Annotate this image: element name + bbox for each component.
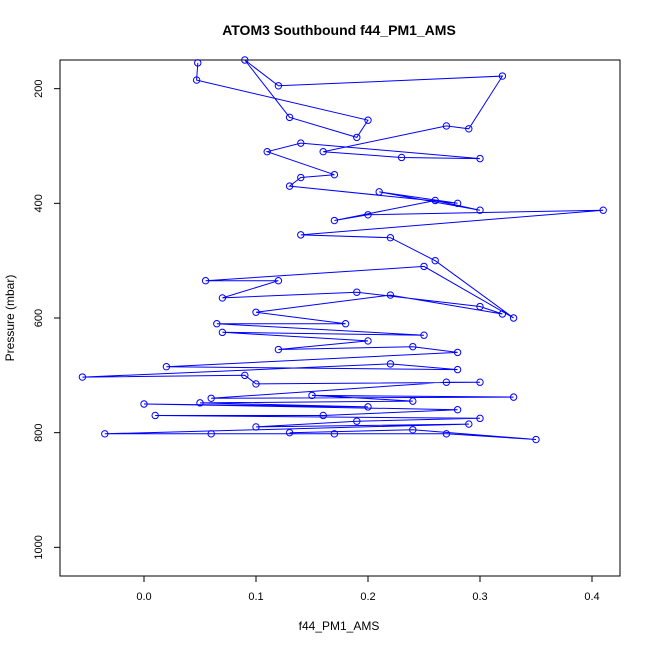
data-point bbox=[308, 391, 316, 400]
data-point bbox=[420, 262, 428, 271]
data-point bbox=[162, 363, 171, 371]
x-tick-label: 0.1 bbox=[248, 591, 263, 603]
data-point bbox=[409, 426, 417, 434]
data-point bbox=[364, 116, 372, 124]
data-point bbox=[78, 373, 87, 381]
data-point bbox=[453, 348, 462, 357]
data-point bbox=[241, 56, 249, 64]
data-point bbox=[431, 256, 439, 265]
data-point bbox=[476, 154, 484, 163]
data-point bbox=[465, 125, 473, 133]
data-point bbox=[252, 380, 260, 388]
x-tick-label: 0.3 bbox=[472, 591, 487, 603]
x-axis-label: f44_PM1_AMS bbox=[299, 619, 380, 633]
data-point bbox=[263, 148, 271, 156]
data-point bbox=[297, 173, 305, 182]
data-point bbox=[241, 371, 249, 380]
x-tick-label: 0.0 bbox=[136, 591, 151, 603]
data-point bbox=[465, 420, 473, 428]
data-point bbox=[386, 234, 395, 242]
data-point bbox=[442, 122, 451, 130]
y-tick-label: 400 bbox=[33, 194, 45, 212]
data-point bbox=[364, 403, 372, 411]
data-point bbox=[453, 365, 462, 374]
series-layer bbox=[78, 56, 607, 444]
data-point bbox=[151, 411, 159, 420]
data-point bbox=[274, 277, 283, 285]
data-point bbox=[442, 430, 451, 438]
data-point bbox=[409, 397, 417, 405]
y-axis-label: Pressure (mbar) bbox=[3, 275, 17, 362]
data-point bbox=[319, 411, 327, 420]
data-point bbox=[213, 320, 221, 328]
data-point bbox=[397, 153, 406, 162]
data-point bbox=[140, 400, 148, 408]
data-point bbox=[420, 331, 428, 339]
data-point bbox=[476, 206, 484, 214]
data-point bbox=[218, 294, 227, 302]
data-point bbox=[330, 216, 339, 225]
data-point bbox=[532, 435, 540, 444]
data-point bbox=[196, 399, 204, 407]
chart-title: ATOM3 Southbound f44_PM1_AMS bbox=[222, 22, 456, 38]
data-point bbox=[274, 82, 283, 90]
data-point bbox=[509, 393, 518, 401]
data-point bbox=[476, 378, 484, 386]
data-point bbox=[409, 342, 417, 351]
data-point bbox=[285, 113, 294, 122]
data-point bbox=[442, 378, 451, 386]
data-point bbox=[364, 337, 372, 345]
x-tick-label: 0.2 bbox=[360, 591, 375, 603]
data-point bbox=[476, 302, 484, 311]
y-tick-label: 200 bbox=[33, 79, 45, 97]
data-point bbox=[476, 414, 484, 423]
y-tick-label: 1000 bbox=[33, 535, 45, 559]
data-point bbox=[297, 231, 305, 239]
data-point bbox=[285, 182, 294, 190]
plot-frame bbox=[59, 59, 621, 577]
data-point bbox=[386, 291, 395, 299]
data-point bbox=[386, 360, 395, 368]
data-point bbox=[453, 406, 462, 414]
y-tick-label: 800 bbox=[33, 423, 45, 441]
data-point bbox=[353, 417, 361, 425]
data-point bbox=[252, 423, 260, 431]
data-point bbox=[207, 394, 215, 402]
data-point bbox=[207, 430, 215, 438]
data-point bbox=[599, 206, 607, 214]
data-point bbox=[194, 59, 202, 67]
data-point bbox=[297, 139, 305, 147]
data-point bbox=[330, 170, 339, 179]
x-axis: 0.0 0.1 0.2 0.3 0.4 bbox=[136, 575, 600, 603]
data-point bbox=[192, 76, 201, 84]
data-point bbox=[252, 308, 260, 316]
x-tick-label: 0.4 bbox=[584, 591, 599, 603]
data-point bbox=[353, 288, 361, 296]
data-point bbox=[330, 430, 339, 438]
data-point bbox=[498, 72, 507, 80]
data-point bbox=[453, 199, 462, 208]
data-point bbox=[101, 430, 109, 438]
y-axis: 200 400 600 800 1000 bbox=[33, 79, 60, 560]
data-point bbox=[353, 133, 361, 142]
series-line bbox=[82, 59, 604, 440]
data-point bbox=[509, 314, 518, 322]
y-tick-label: 600 bbox=[33, 309, 45, 327]
data-point bbox=[375, 188, 383, 196]
data-point bbox=[319, 148, 327, 156]
data-point bbox=[431, 196, 439, 205]
data-point bbox=[285, 428, 294, 437]
data-point bbox=[274, 345, 283, 354]
data-point bbox=[201, 277, 210, 285]
data-point bbox=[218, 328, 227, 337]
data-point bbox=[341, 320, 350, 328]
data-point bbox=[498, 310, 507, 318]
data-point bbox=[364, 211, 372, 219]
